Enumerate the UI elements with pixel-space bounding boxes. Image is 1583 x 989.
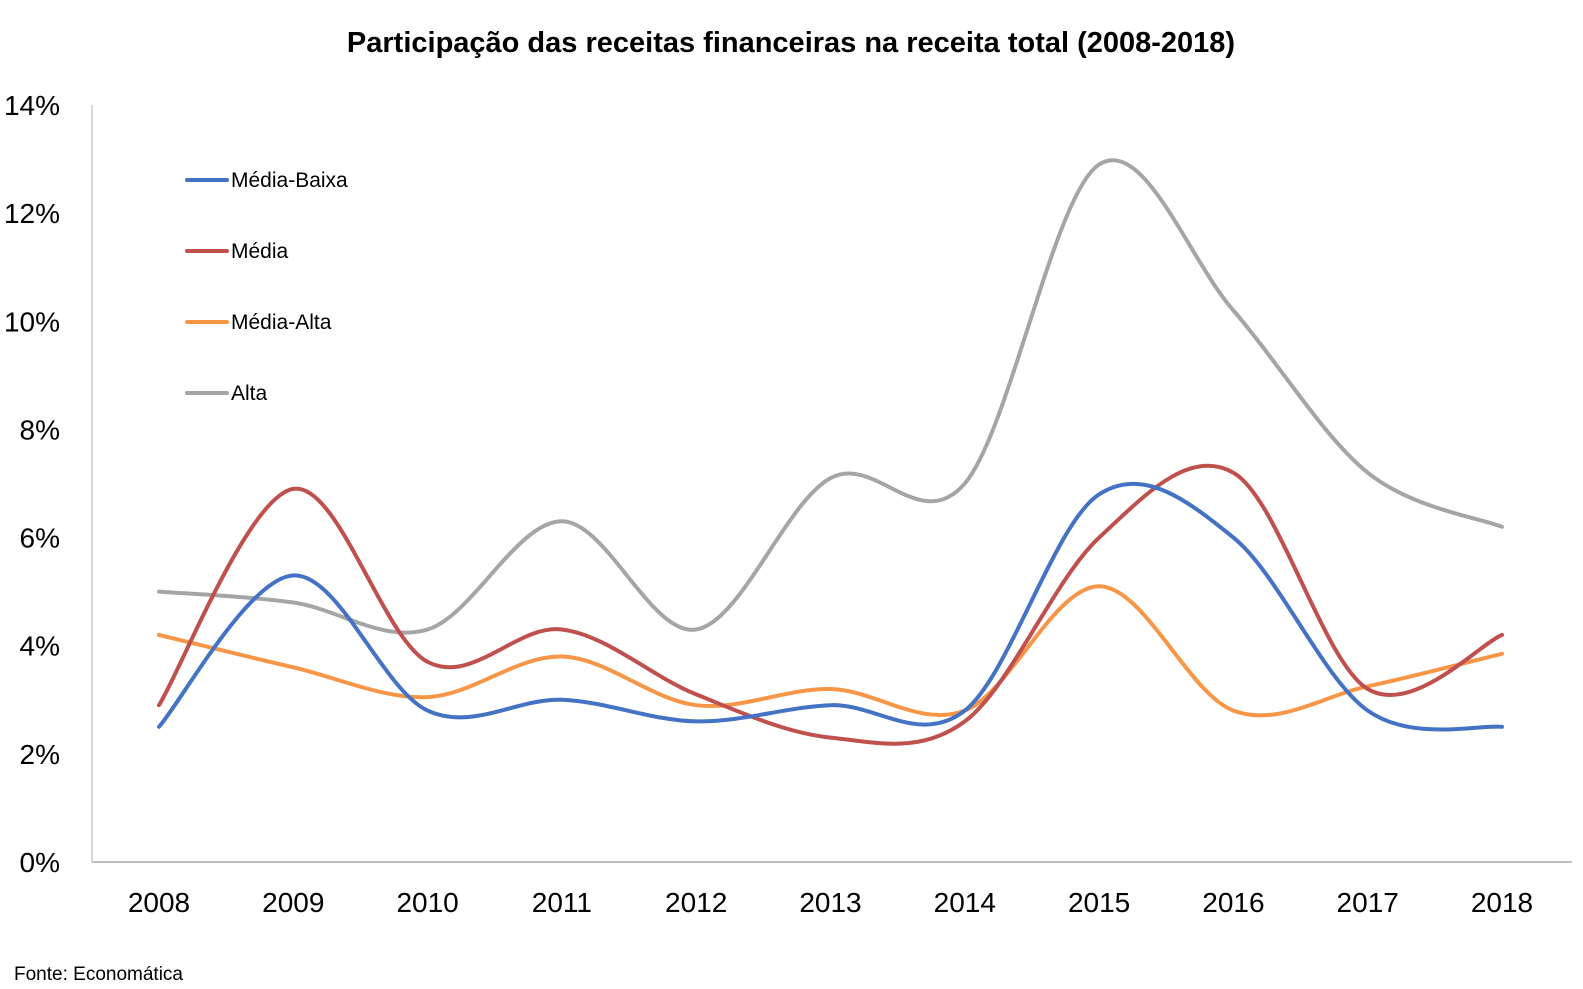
series-line-m-dia-baixa bbox=[157, 481, 1504, 732]
x-tick-label: 2009 bbox=[262, 887, 324, 918]
x-tick-label: 2008 bbox=[128, 887, 190, 918]
source-note: Fonte: Economática bbox=[14, 964, 183, 985]
legend-label: Média-Baixa bbox=[231, 169, 348, 192]
legend: Média-Baixa Média Média-Alta Alta bbox=[185, 169, 348, 405]
x-tick-label: 2017 bbox=[1337, 887, 1399, 918]
y-tick-labels: 0% 2% 4% 6% 8% 10% 12% 14% bbox=[4, 90, 60, 878]
axes bbox=[91, 105, 1572, 863]
x-tick-label: 2010 bbox=[396, 887, 458, 918]
legend-label: Média bbox=[231, 240, 289, 263]
y-tick-label: 2% bbox=[20, 739, 60, 770]
y-tick-label: 6% bbox=[20, 523, 60, 554]
x-tick-label: 2018 bbox=[1471, 887, 1533, 918]
series-lines bbox=[157, 158, 1504, 746]
x-tick-label: 2016 bbox=[1202, 887, 1264, 918]
series-line-alta bbox=[157, 158, 1504, 635]
x-tick-label: 2014 bbox=[934, 887, 996, 918]
x-tick-label: 2015 bbox=[1068, 887, 1130, 918]
series-line-m-dia-alta bbox=[157, 584, 1504, 718]
y-tick-label: 14% bbox=[4, 90, 60, 121]
y-tick-label: 12% bbox=[4, 198, 60, 229]
legend-label: Média-Alta bbox=[231, 311, 332, 334]
x-tick-label: 2013 bbox=[799, 887, 861, 918]
x-tick-label: 2011 bbox=[532, 887, 592, 918]
y-tick-label: 4% bbox=[20, 631, 60, 662]
x-tick-labels: 2008 2009 2010 2011 2012 2013 2014 2015 2016 2017… bbox=[128, 887, 1533, 918]
legend-label: Alta bbox=[231, 382, 268, 405]
chart-title: Participação das receitas financeiras na… bbox=[347, 27, 1235, 59]
y-tick-label: 8% bbox=[20, 414, 60, 445]
x-tick-label: 2012 bbox=[665, 887, 727, 918]
y-tick-label: 10% bbox=[4, 306, 60, 337]
y-tick-label: 0% bbox=[20, 847, 60, 878]
series-line-m-dia bbox=[157, 463, 1504, 746]
